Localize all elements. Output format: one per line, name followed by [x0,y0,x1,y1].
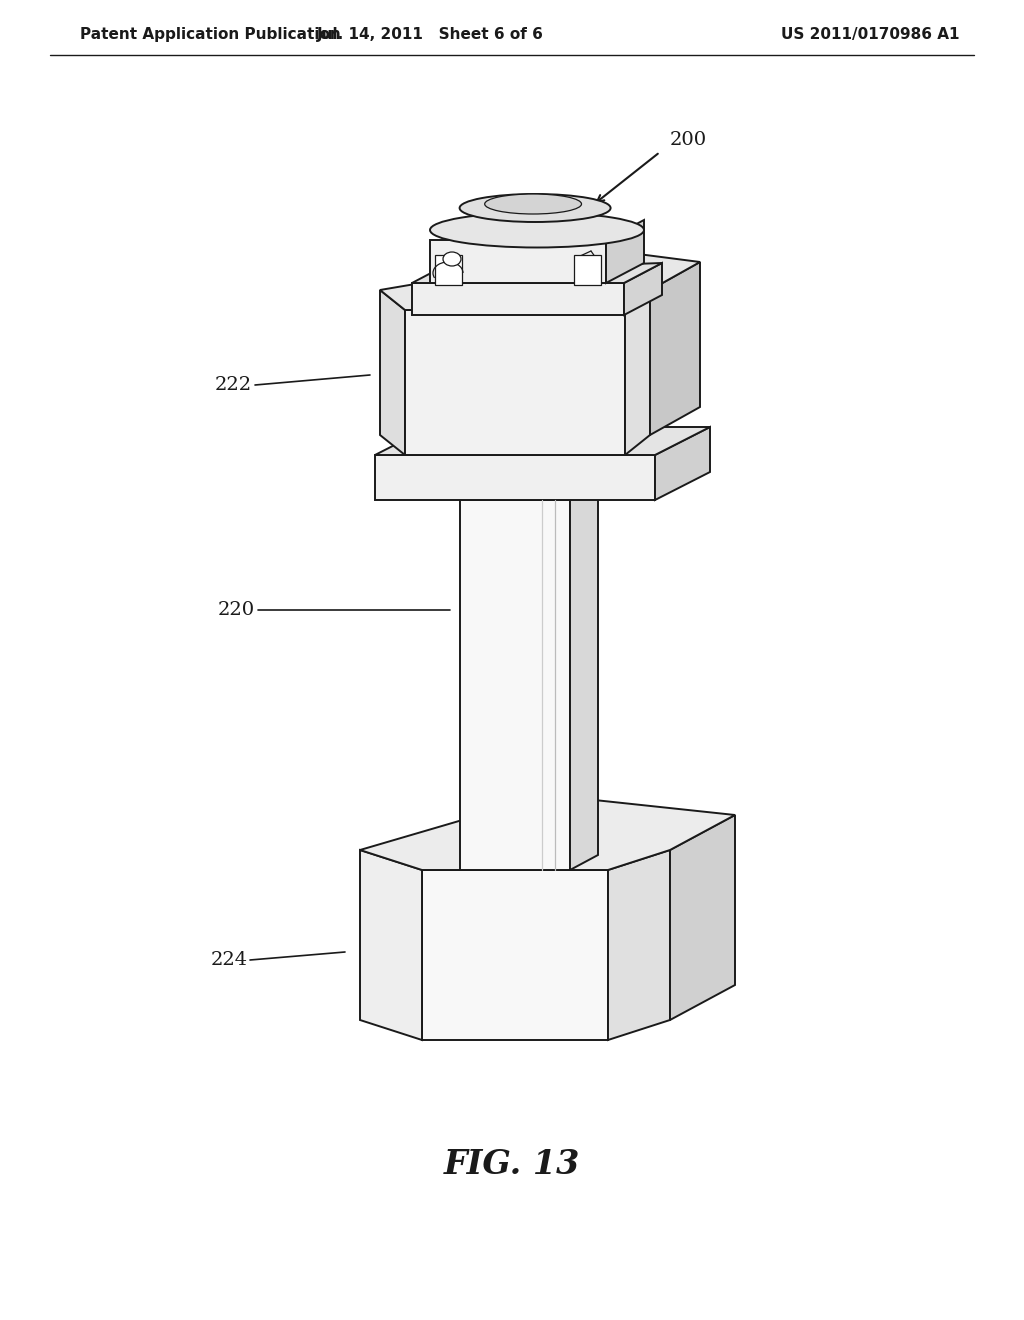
Polygon shape [608,850,670,1040]
Text: 222: 222 [215,376,252,393]
Text: FIG. 13: FIG. 13 [443,1148,581,1181]
Polygon shape [380,290,406,455]
Polygon shape [574,255,601,285]
Polygon shape [375,426,710,455]
Polygon shape [435,255,462,285]
Polygon shape [380,242,700,310]
Polygon shape [570,484,598,870]
Ellipse shape [484,194,582,214]
Text: 224: 224 [211,950,248,969]
Polygon shape [670,814,735,1020]
Polygon shape [650,261,700,436]
Polygon shape [655,426,710,500]
Polygon shape [412,282,624,315]
Polygon shape [606,220,644,282]
Ellipse shape [430,213,644,248]
Text: Jul. 14, 2011   Sheet 6 of 6: Jul. 14, 2011 Sheet 6 of 6 [316,28,544,42]
Polygon shape [406,310,625,455]
Ellipse shape [460,194,610,222]
Polygon shape [625,290,650,455]
Polygon shape [375,455,655,500]
Text: 220: 220 [218,601,255,619]
Text: 200: 200 [670,131,708,149]
Polygon shape [624,263,662,315]
Polygon shape [460,500,570,870]
Polygon shape [430,240,606,282]
Text: US 2011/0170986 A1: US 2011/0170986 A1 [780,28,959,42]
Polygon shape [360,850,422,1040]
Polygon shape [412,263,662,282]
Polygon shape [422,870,608,1040]
Ellipse shape [443,252,461,267]
Polygon shape [360,795,735,870]
Text: Patent Application Publication: Patent Application Publication [80,28,341,42]
